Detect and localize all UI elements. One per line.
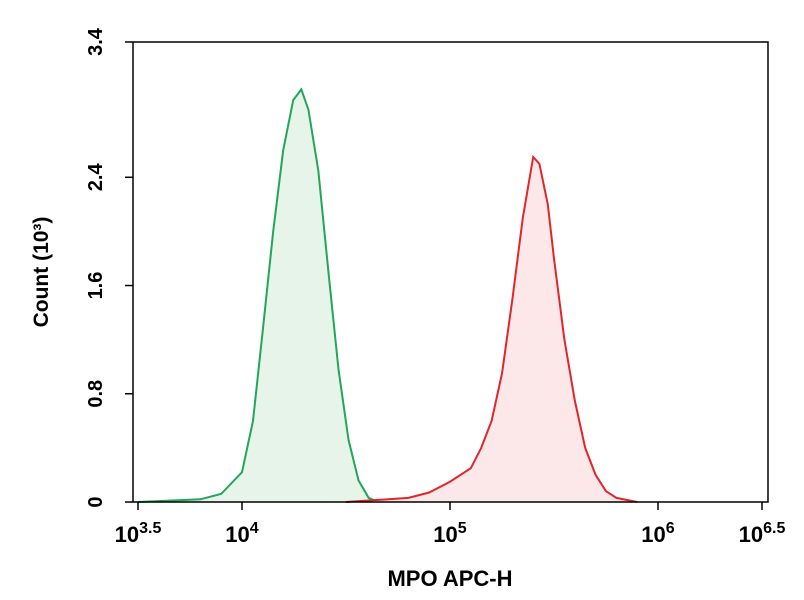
area <box>346 157 638 502</box>
x-tick-label: 105 <box>433 520 466 547</box>
x-tick-exponent: 6.5 <box>763 520 785 537</box>
area <box>137 89 379 503</box>
x-tick-base: 10 <box>225 522 249 547</box>
x-tick-base: 10 <box>115 522 139 547</box>
x-tick-label: 103.5 <box>115 520 162 547</box>
x-tick-exponent: 6 <box>666 520 675 537</box>
y-tick-label: 2.4 <box>85 163 107 192</box>
y-tick-label: 3.4 <box>85 27 107 56</box>
y-tick-label: 0 <box>85 496 107 507</box>
x-tick-label: 106.5 <box>739 520 786 547</box>
x-axis-label: MPO APC-H <box>387 566 512 591</box>
x-tick-exponent: 4 <box>250 520 259 537</box>
line <box>137 87 380 503</box>
y-axis-label: Count (10³) <box>30 217 53 328</box>
x-tick-label: 106 <box>641 520 674 547</box>
x-tick-base: 10 <box>641 522 665 547</box>
y-tick-label: 0.8 <box>85 380 107 408</box>
x-tick-base: 10 <box>433 522 457 547</box>
line <box>345 154 638 503</box>
x-tick-label: 104 <box>225 520 258 547</box>
x-tick-exponent: 5 <box>458 520 467 537</box>
plot-frame <box>132 41 769 503</box>
y-tick-label: 1.6 <box>85 272 107 300</box>
x-tick-exponent: 3.5 <box>139 520 161 537</box>
x-tick-base: 10 <box>739 522 763 547</box>
